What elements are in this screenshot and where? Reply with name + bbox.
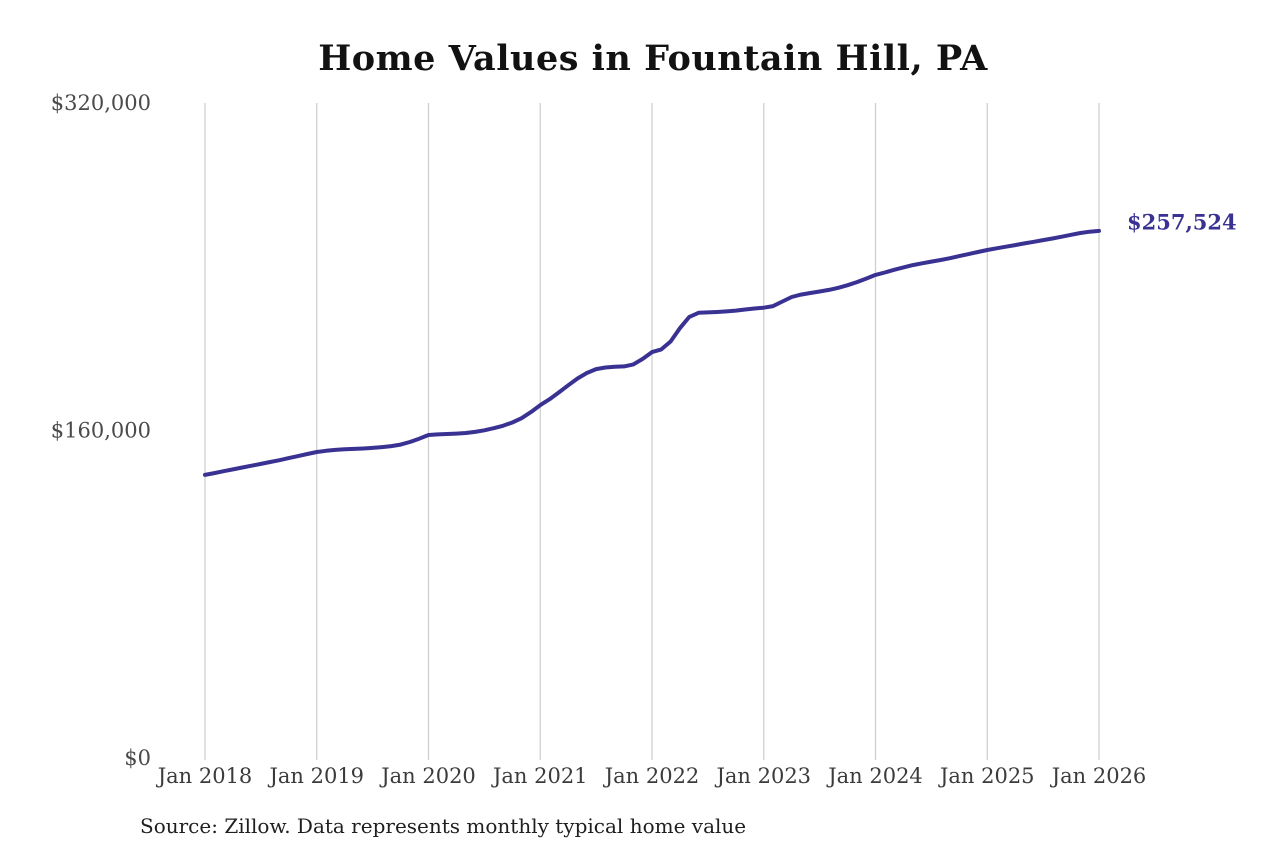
source-note: Source: Zillow. Data represents monthly … [140, 814, 747, 838]
x-tick-label: Jan 2022 [603, 764, 700, 788]
y-tick-label: $160,000 [51, 419, 151, 443]
y-tick-label: $0 [124, 746, 151, 770]
x-tick-label: Jan 2025 [938, 764, 1035, 788]
x-tick-label: Jan 2019 [267, 764, 364, 788]
x-tick-label: Jan 2018 [156, 764, 253, 788]
x-tick-label: Jan 2024 [826, 764, 923, 788]
y-tick-label: $320,000 [51, 91, 151, 115]
x-tick-label: Jan 2020 [379, 764, 476, 788]
chart-title: Home Values in Fountain Hill, PA [318, 38, 988, 79]
x-tick-label: Jan 2023 [714, 764, 811, 788]
home-value-line [203, 228, 1101, 477]
x-tick-label: Jan 2021 [491, 764, 588, 788]
x-tick-label: Jan 2026 [1050, 764, 1147, 788]
end-value-label: $257,524 [1127, 209, 1237, 235]
